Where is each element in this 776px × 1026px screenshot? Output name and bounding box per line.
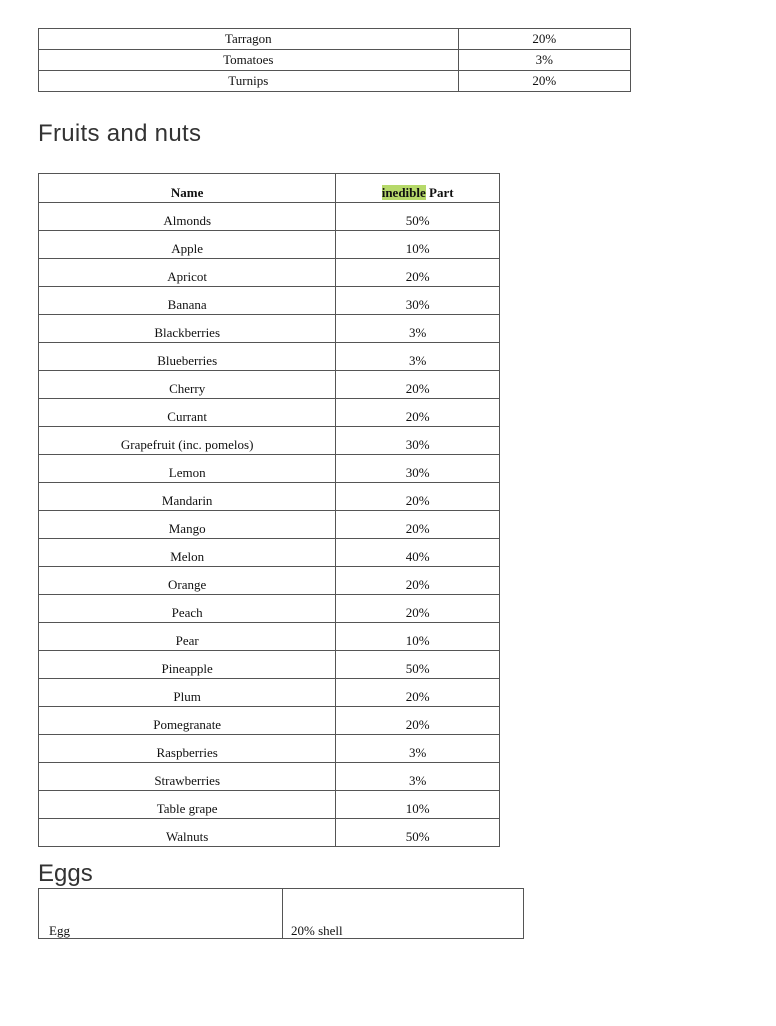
table-row: Walnuts 50%	[37, 818, 500, 847]
table-row: Blackberries 3%	[37, 314, 500, 343]
name-cell: Banana	[37, 286, 337, 315]
vegetables-table-tail: Tarragon 20% Tomatoes 3% Turnips 20%	[38, 28, 632, 92]
table-row: Cherry 20%	[37, 370, 500, 399]
table-row: Peach 20%	[37, 594, 500, 623]
name-column-header: Name	[37, 173, 337, 203]
name-cell: Blackberries	[37, 314, 337, 343]
inedible-cell: 20%	[335, 398, 500, 427]
inedible-cell: 3%	[335, 762, 500, 791]
table-row: Blueberries 3%	[37, 342, 500, 371]
name-cell: Currant	[37, 398, 337, 427]
name-cell: Peach	[37, 594, 337, 623]
name-cell: Mandarin	[37, 482, 337, 511]
table-row: Melon 40%	[37, 538, 500, 567]
inedible-highlight: inedible	[381, 185, 426, 200]
table-row: Apricot 20%	[37, 258, 500, 287]
table-row: Mandarin 20%	[37, 482, 500, 511]
fruits-heading: Fruits and nuts	[38, 120, 202, 147]
inedible-cell: 40%	[335, 538, 500, 567]
inedible-cell: 20%	[335, 706, 500, 735]
inedible-cell: 10%	[335, 622, 500, 651]
table-row: Lemon 30%	[37, 454, 500, 483]
name-cell: Strawberries	[37, 762, 337, 791]
inedible-cell: 20%	[335, 370, 500, 399]
inedible-cell: 20%	[457, 28, 632, 50]
table-row: Plum 20%	[37, 678, 500, 707]
name-cell: Apple	[37, 230, 337, 259]
name-cell: Walnuts	[37, 818, 337, 847]
inedible-cell: 10%	[335, 790, 500, 819]
eggs-table-body: Egg 20% shell	[38, 888, 524, 939]
table-row: Turnips 20%	[38, 70, 632, 92]
table-row: Orange 20%	[37, 566, 500, 595]
table-row: Table grape 10%	[37, 790, 500, 819]
inedible-cell: 3%	[457, 49, 632, 71]
inedible-cell: 50%	[335, 818, 500, 847]
inedible-cell: 20%	[335, 678, 500, 707]
eggs-heading: Eggs	[38, 860, 93, 887]
inedible-cell: 30%	[335, 286, 500, 315]
name-cell: Blueberries	[37, 342, 337, 371]
inedible-cell: 20%	[335, 566, 500, 595]
inedible-cell: 20%	[335, 258, 500, 287]
name-cell: Melon	[37, 538, 337, 567]
table-row: Banana 30%	[37, 286, 500, 315]
table-row: Egg 20% shell	[38, 888, 524, 939]
inedible-cell: 30%	[335, 426, 500, 455]
table-row: Pomegranate 20%	[37, 706, 500, 735]
table-row: Almonds 50%	[37, 202, 500, 231]
name-cell: Orange	[37, 566, 337, 595]
name-cell: Almonds	[37, 202, 337, 231]
inedible-header-rest: Part	[425, 185, 454, 200]
table-row: Currant 20%	[37, 398, 500, 427]
name-cell: Pear	[37, 622, 337, 651]
name-cell: Grapefruit (inc. pomelos)	[37, 426, 337, 455]
table-row: Strawberries 3%	[37, 762, 500, 791]
table-row: Grapefruit (inc. pomelos) 30%	[37, 426, 500, 455]
fruits-table-header-row: Name inedible Part	[37, 173, 500, 203]
table-row: Raspberries 3%	[37, 734, 500, 763]
name-cell: Egg	[38, 888, 283, 939]
inedible-cell: 30%	[335, 454, 500, 483]
name-cell: Cherry	[37, 370, 337, 399]
name-cell: Raspberries	[37, 734, 337, 763]
table-row: Tomatoes 3%	[38, 49, 632, 71]
name-cell: Apricot	[37, 258, 337, 287]
table-row: Tarragon 20%	[38, 28, 632, 50]
name-cell: Pineapple	[37, 650, 337, 679]
fruits-table: Name inedible Part Almonds 50% Apple 10% Apr…	[37, 173, 500, 847]
name-cell: Tomatoes	[38, 49, 459, 71]
inedible-cell: 20%	[335, 594, 500, 623]
inedible-cell: 20%	[457, 70, 632, 92]
table-row: Pear 10%	[37, 622, 500, 651]
name-cell: Table grape	[37, 790, 337, 819]
table-row: Apple 10%	[37, 230, 500, 259]
inedible-cell: 50%	[335, 202, 500, 231]
name-cell: Lemon	[37, 454, 337, 483]
inedible-cell: 3%	[335, 342, 500, 371]
table-row: Pineapple 50%	[37, 650, 500, 679]
name-cell: Plum	[37, 678, 337, 707]
inedible-cell: 20%	[335, 510, 500, 539]
name-cell: Pomegranate	[37, 706, 337, 735]
name-cell: Turnips	[38, 70, 459, 92]
inedible-cell: 3%	[335, 734, 500, 763]
vegetables-table-body: Tarragon 20% Tomatoes 3% Turnips 20%	[38, 28, 632, 92]
inedible-cell: 20%	[335, 482, 500, 511]
inedible-cell: 20% shell	[282, 888, 524, 939]
inedible-part-column-header: inedible Part	[335, 173, 500, 203]
fruits-table-body: Almonds 50% Apple 10% Apricot 20% Banana 30% Bla…	[37, 202, 500, 847]
name-cell: Tarragon	[38, 28, 459, 50]
table-row: Mango 20%	[37, 510, 500, 539]
inedible-cell: 50%	[335, 650, 500, 679]
inedible-cell: 3%	[335, 314, 500, 343]
name-cell: Mango	[37, 510, 337, 539]
inedible-cell: 10%	[335, 230, 500, 259]
eggs-table: Egg 20% shell	[38, 888, 524, 939]
